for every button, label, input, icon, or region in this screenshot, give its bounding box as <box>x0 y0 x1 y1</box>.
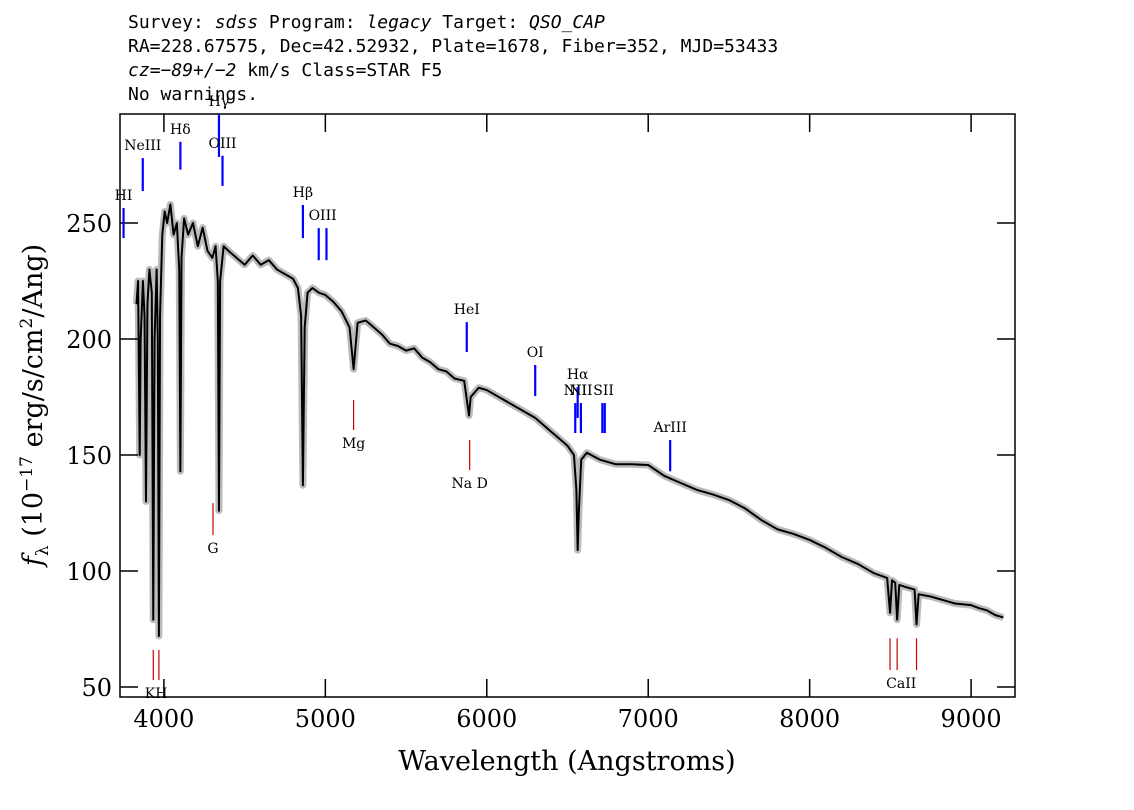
line-label: HI <box>115 188 133 204</box>
header-text: No warnings. <box>128 84 258 105</box>
y-label-part: 2 <box>17 318 37 329</box>
header-text: sdss <box>215 12 258 33</box>
axes: 4000 5000 6000 7000 8000 9000 50 100 150 200 250 <box>66 114 1015 733</box>
line-label: CaII <box>886 676 916 692</box>
x-tick-label: 6000 <box>456 705 517 733</box>
line-label: Hβ <box>293 185 313 201</box>
y-label-part: (10 <box>18 492 49 545</box>
error-band <box>132 200 1005 640</box>
line-label: HeI <box>454 302 480 318</box>
y-label-part: λ <box>33 545 53 556</box>
y-label-part: erg/s/cm <box>18 328 49 456</box>
header-text: Survey: <box>128 12 215 33</box>
header-line: Survey: sdss Program: legacy Target: QSO… <box>128 12 605 33</box>
y-label-part: −17 <box>17 456 37 492</box>
header-text: legacy <box>366 12 431 33</box>
header-text: Program: <box>258 12 366 33</box>
header: Survey: sdss Program: legacy Target: QSO… <box>128 12 778 105</box>
y-label-part: f <box>18 552 49 568</box>
header-line: cz=−89+/−2 km/s Class=STAR F5 <box>128 60 442 81</box>
header-text: km/s Class=STAR F5 <box>236 60 442 81</box>
line-label: Hα <box>567 367 589 383</box>
y-tick-label: 150 <box>66 442 112 470</box>
line-label: SII <box>593 383 614 399</box>
line-label: OIII <box>309 208 337 224</box>
line-label: Hγ <box>209 94 230 110</box>
line-label: Mg <box>342 436 365 452</box>
x-tick-label: 4000 <box>133 705 194 733</box>
header-line: No warnings. <box>128 84 258 105</box>
x-axis-label: Wavelength (Angstroms) <box>398 746 735 777</box>
header-text: QSO_CAP <box>529 12 605 33</box>
spectrum-line <box>135 203 1004 637</box>
y-label-part: /Ang) <box>18 244 49 318</box>
y-tick-label: 100 <box>66 558 112 586</box>
plot-frame <box>119 113 1016 698</box>
header-text: RA=228.67575, Dec=42.52932, Plate=1678, … <box>128 36 778 57</box>
line-label: G <box>207 541 218 557</box>
header-line: RA=228.67575, Dec=42.52932, Plate=1678, … <box>128 36 778 57</box>
x-tick-label: 7000 <box>618 705 679 733</box>
x-tick-label: 9000 <box>941 705 1002 733</box>
header-text: = <box>150 60 161 81</box>
line-label: NeIII <box>124 138 161 154</box>
line-label: OIII <box>208 136 236 152</box>
line-label: ArIII <box>652 420 686 436</box>
x-tick-label: 5000 <box>295 705 356 733</box>
line-label: NII <box>569 383 592 399</box>
line-label: KH <box>145 686 168 702</box>
plot-area <box>132 200 1005 640</box>
line-label: OI <box>527 345 544 361</box>
header-text: cz <box>128 60 150 81</box>
line-label: Na D <box>452 476 488 492</box>
header-text: Target: <box>431 12 529 33</box>
y-tick-label: 250 <box>66 210 112 238</box>
x-tick-label: 8000 <box>779 705 840 733</box>
y-tick-label: 50 <box>81 674 112 702</box>
line-label: Hδ <box>170 122 191 138</box>
y-tick-label: 200 <box>66 326 112 354</box>
line-label: NII <box>564 383 587 399</box>
header-text: −89+/−2 <box>161 60 237 81</box>
y-axis-label: fλ (10−17 erg/s/cm2/Ang) <box>17 244 53 568</box>
